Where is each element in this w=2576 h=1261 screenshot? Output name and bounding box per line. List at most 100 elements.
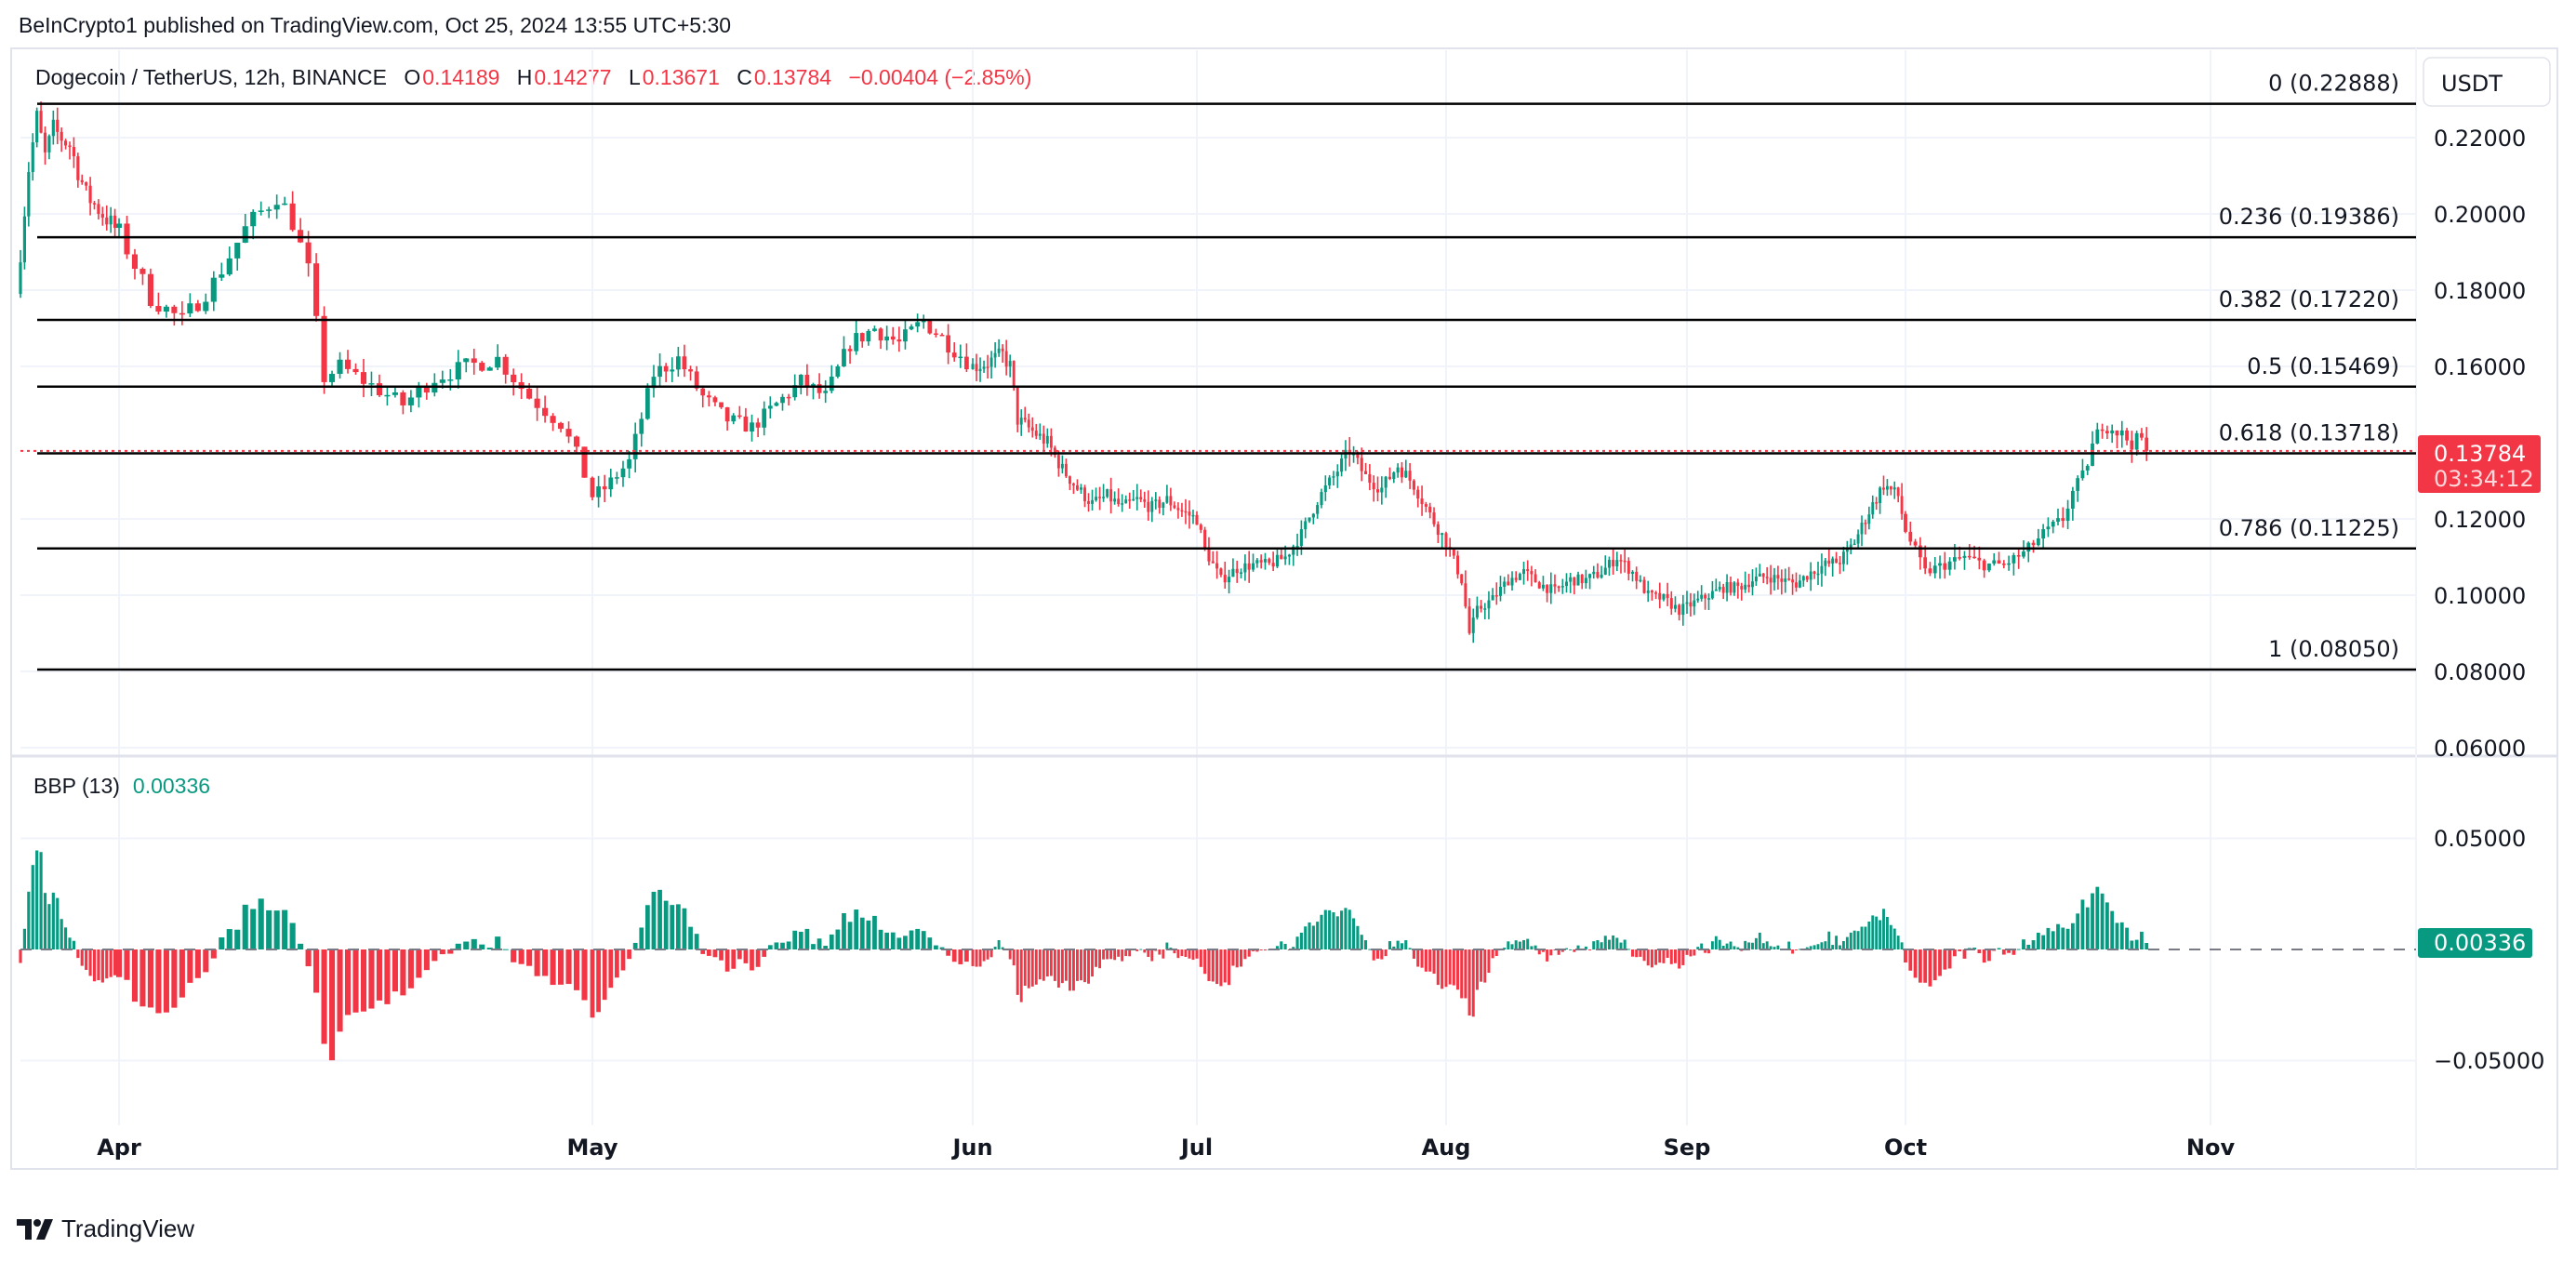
candle-body <box>1076 484 1079 490</box>
bbp-bar <box>1650 949 1653 968</box>
candle-body <box>1530 571 1534 575</box>
fib-level-label: 0 (0.22888) <box>2268 71 2399 97</box>
candle-body <box>975 364 978 372</box>
bbp-bar <box>1180 949 1184 957</box>
bbp-bar <box>1689 949 1693 957</box>
candle-body <box>2119 430 2124 436</box>
candle-body <box>558 422 564 430</box>
bbp-bar <box>455 943 461 949</box>
candle-body <box>2105 431 2109 433</box>
bbp-bar <box>1744 940 1747 949</box>
bbp-bar <box>1255 949 1259 952</box>
high-label: H <box>516 65 533 89</box>
candle-body <box>1012 361 1016 388</box>
candle-body <box>1295 545 1299 548</box>
candle-body <box>682 356 687 370</box>
candle-body <box>1700 594 1704 599</box>
tradingview-logo[interactable]: TradingView <box>17 1215 194 1243</box>
candle-body <box>526 388 533 399</box>
time-axis[interactable]: Apr May Jun Jul Aug Sep Oct Nov <box>97 1135 2235 1161</box>
candle-body <box>1564 581 1569 587</box>
bbp-bar <box>282 909 288 949</box>
bbp-bar <box>1012 949 1016 966</box>
candle-body <box>1795 582 1798 588</box>
bbp-bar <box>651 891 657 949</box>
bbp-bar <box>884 932 890 949</box>
candle-body <box>997 348 1001 353</box>
bbp-bar <box>1408 948 1412 949</box>
close-label: C <box>737 65 752 89</box>
bbp-bar <box>31 865 34 949</box>
candle-body <box>2056 518 2060 522</box>
candle-body <box>1744 584 1747 590</box>
candle-body <box>1420 498 1424 505</box>
candle-body <box>1962 555 1967 558</box>
bbp-bar <box>823 946 829 949</box>
bbp-title[interactable]: BBP (13) <box>33 774 120 798</box>
bbp-bar <box>774 942 779 949</box>
bbp-bar <box>2076 913 2080 949</box>
bbp-bar <box>1191 949 1195 961</box>
candle-body <box>35 111 39 143</box>
bbp-bar <box>2046 927 2051 949</box>
bbp-bar <box>1646 949 1650 966</box>
candle-body <box>2085 465 2090 471</box>
candle-body <box>737 415 742 418</box>
bbp-bar <box>847 922 853 949</box>
bbp-bar <box>2095 886 2100 949</box>
bbp-bar <box>1747 942 1751 949</box>
currency-button[interactable] <box>2423 57 2551 107</box>
candle-body <box>2076 478 2080 491</box>
bbp-bar <box>682 908 687 949</box>
candle-body <box>1388 476 1392 479</box>
bbp-bar <box>368 949 375 1009</box>
candle-body <box>447 379 454 381</box>
bbp-axis[interactable]: 0.05000 −0.05000 0.00336 <box>2418 826 2544 1074</box>
candle-body <box>731 415 737 422</box>
bbp-histogram <box>19 850 2149 1061</box>
bbp-bar <box>558 949 564 985</box>
bbp-bar <box>1592 941 1596 949</box>
bbp-bar <box>620 949 626 971</box>
candle-body <box>1784 578 1787 582</box>
price-axis[interactable]: USDT 0.22000 0.20000 0.18000 0.16000 0.12000… <box>2418 57 2551 762</box>
bbp-bar <box>1335 916 1339 949</box>
bbp-bar <box>479 944 485 949</box>
candle-body <box>72 147 76 157</box>
candle-body <box>1751 581 1754 588</box>
candle-body <box>1776 575 1780 579</box>
bbp-bar <box>590 949 595 1018</box>
candle-body <box>2012 555 2016 564</box>
bbp-bar <box>1835 936 1839 949</box>
candle-body <box>289 203 296 231</box>
bbp-bar <box>1102 949 1106 960</box>
candle-body <box>1416 489 1420 499</box>
bbp-bar <box>1448 949 1452 985</box>
bbp-bar <box>19 949 22 963</box>
bbp-bar <box>1588 949 1592 950</box>
candle-body <box>163 306 169 312</box>
candle-body <box>1113 498 1117 502</box>
candle-body <box>1235 568 1239 574</box>
bbp-bar <box>1424 949 1427 972</box>
fibonacci-retracement[interactable]: 0 (0.22888) 0.236 (0.19386) 0.382 (0.17220… <box>37 71 2416 671</box>
candle-body <box>719 402 724 407</box>
candle-body <box>2144 437 2149 451</box>
candle-body <box>1860 523 1864 535</box>
candle-body <box>1311 513 1315 518</box>
bbp-bar <box>63 927 68 949</box>
bbp-bar <box>51 892 55 949</box>
candle-body <box>1467 606 1471 633</box>
bbp-bar <box>1841 941 1845 949</box>
candle-body <box>179 312 185 315</box>
bbp-bar <box>1908 949 1913 971</box>
candle-body <box>234 242 241 259</box>
symbol-title[interactable]: Dogecoin / TetherUS, 12h, BINANCE <box>35 65 387 89</box>
candle-body <box>1947 561 1952 570</box>
bbp-bar <box>1053 949 1056 981</box>
candle-body <box>1199 524 1202 530</box>
bbp-value: 0.00336 <box>132 774 211 798</box>
bbp-bar <box>964 949 969 962</box>
candle-body <box>550 416 556 423</box>
